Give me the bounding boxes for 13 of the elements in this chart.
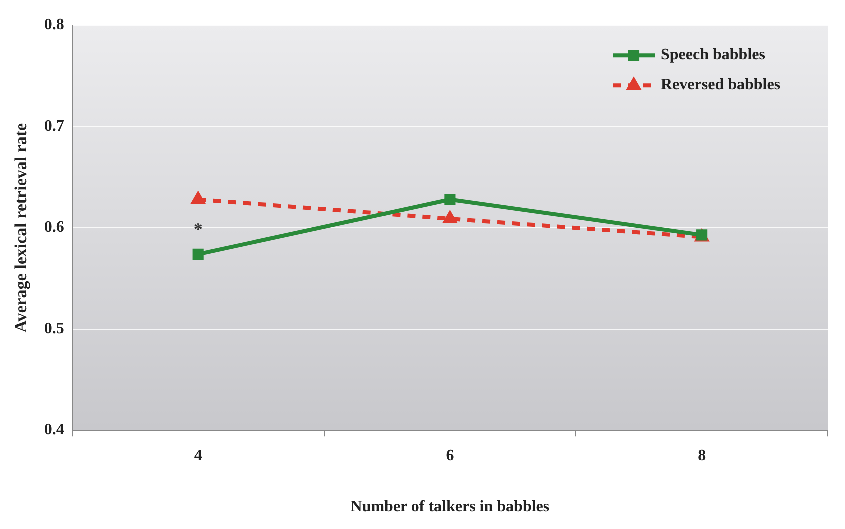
y-tick-label: 0.5 (44, 320, 64, 338)
y-axis-title: Average lexical retrieval rate (12, 122, 31, 333)
y-tick-label: 0.7 (44, 118, 64, 135)
y-tick-label: 0.6 (44, 219, 64, 236)
x-tick-label: 8 (698, 447, 706, 464)
legend-label: Speech babbles (661, 46, 766, 64)
legend-label: Reversed babbles (661, 76, 781, 94)
y-tick-label: 0.8 (44, 16, 64, 34)
x-axis-title: Number of talkers in babbles (350, 498, 550, 516)
x-tick-label: 6 (446, 447, 454, 464)
x-tick-label: 4 (194, 447, 202, 464)
annotation: * (194, 220, 203, 240)
y-tick-label: 0.4 (44, 422, 64, 439)
